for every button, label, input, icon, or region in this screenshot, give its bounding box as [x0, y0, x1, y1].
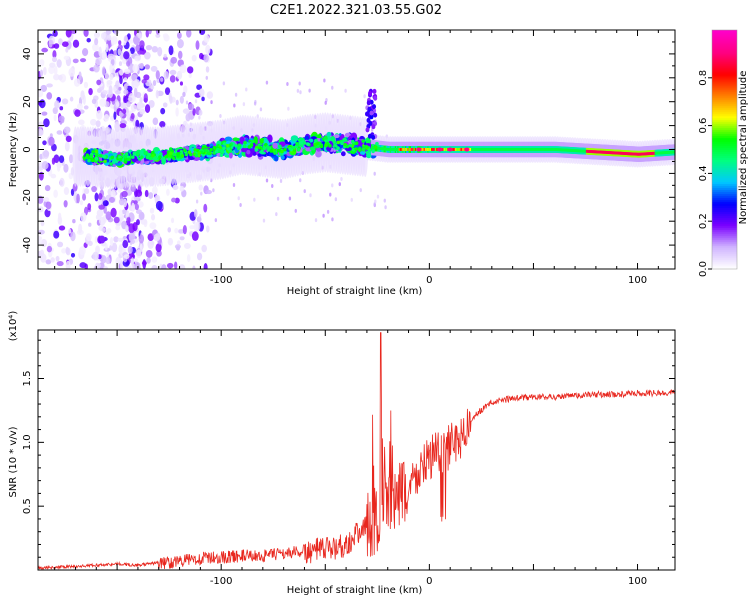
colorbar: 0.0 0.2 0.4 0.6 0.8 Normalized spectral ampli… — [698, 29, 749, 277]
y-tick-label: 40 — [22, 48, 33, 61]
y-tick-label: 1.5 — [22, 371, 33, 387]
spectrogram-panel: -100 0 100 -40 -20 0 20 40 Height of straight li… — [8, 29, 676, 297]
x-tick-label: 100 — [628, 275, 647, 286]
snr-series-line — [38, 332, 675, 570]
x-tick-label: -100 — [210, 275, 233, 286]
y-tick-label: -20 — [22, 189, 33, 205]
y-axis-label: SNR (10 * v/v) — [8, 426, 19, 497]
y-tick-label: 20 — [22, 95, 33, 108]
colorbar-label: Normalized spectral amplitude — [738, 71, 749, 225]
colorbar-tick-label: 0.2 — [698, 213, 709, 229]
x-tick-label: -100 — [210, 576, 233, 587]
y-multiplier-label: (x10⁴) — [8, 311, 19, 342]
colorbar-tick-label: 0.8 — [698, 70, 709, 86]
y-tick-label: 0 — [22, 146, 33, 152]
y-tick-label: 1.0 — [22, 434, 33, 450]
x-tick-label: 100 — [628, 576, 647, 587]
snr-frame — [37, 329, 676, 571]
y-tick-label: -40 — [22, 237, 33, 253]
x-axis-label: Height of straight line (km) — [287, 286, 423, 297]
spectrogram-blobs — [38, 30, 675, 269]
y-tick-label: 0.5 — [22, 498, 33, 514]
x-axis-label: Height of straight line (km) — [287, 585, 423, 596]
x-tick-label: 0 — [426, 275, 432, 286]
chart-title: C2E1.2022.321.03.55.G02 — [270, 3, 442, 18]
y-axis-label: Frequency (Hz) — [8, 112, 19, 188]
x-tick-label: 0 — [426, 576, 432, 587]
colorbar-tick-label: 0.6 — [698, 118, 709, 134]
snr-panel: -100 0 100 0.5 1.0 1.5 (x10⁴) Height of straigh… — [8, 311, 676, 596]
colorbar-tick-label: 0.4 — [698, 165, 709, 181]
colorbar-tick-label: 0.0 — [698, 261, 709, 277]
